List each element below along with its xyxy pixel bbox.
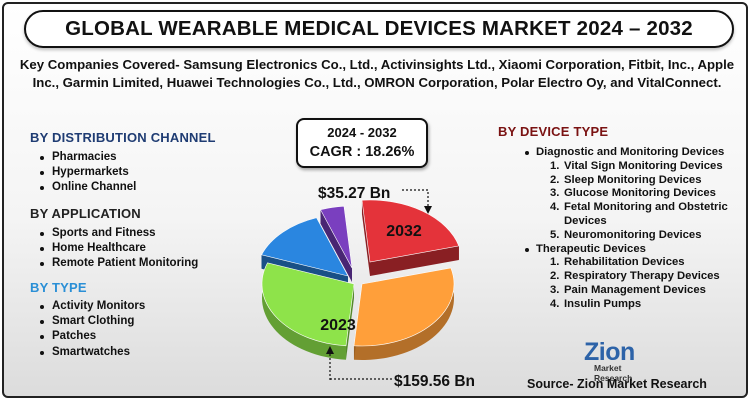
list-item: Smartwatches — [36, 345, 145, 360]
pie-slice-wall — [320, 209, 352, 282]
bottom-leader-arrow — [326, 346, 334, 354]
device-group-label: Diagnostic and Monitoring Devices — [536, 146, 725, 158]
pie-slice-wall — [370, 245, 459, 276]
device-group: Therapeutic Devices 1. Rehabilitation Dev… — [522, 243, 744, 312]
top-leader-line — [402, 189, 429, 208]
list-item: Home Healthcare — [36, 241, 198, 256]
list-item: Patches — [36, 329, 145, 344]
list-item: 2. Respiratory Therapy Devices — [550, 270, 720, 283]
value-label-bottom: $159.56 Bn — [394, 373, 475, 390]
list-item: 4. Insulin Pumps — [550, 297, 642, 310]
device-group: Diagnostic and Monitoring Devices 1. Vita… — [522, 146, 744, 243]
list-item: 1. Vital Sign Monitoring Devices — [550, 159, 723, 172]
slice-label-2032: 2032 — [386, 223, 422, 240]
device-group-label: Therapeutic Devices — [536, 242, 646, 255]
device-type-heading: BY DEVICE TYPE — [498, 124, 609, 139]
logo-name: Zion — [584, 338, 635, 366]
list-item: Sports and Fitness — [36, 226, 198, 241]
pie-slice-side — [353, 267, 454, 360]
zion-logo: Zion Market Research — [584, 338, 660, 384]
cagr-box: 2024 - 2032 CAGR : 18.26% — [296, 118, 428, 168]
list-item: 1. Rehabilitation Devices — [550, 256, 685, 269]
device-sublist: 1. Vital Sign Monitoring Devices 2. Sleep … — [536, 160, 744, 243]
pie-slices — [261, 199, 460, 360]
top-leader-arrow — [424, 206, 432, 214]
pie-slice-wall — [361, 200, 370, 276]
pie-slice — [320, 205, 353, 269]
distribution-heading: BY DISTRIBUTION CHANNEL — [30, 130, 216, 145]
list-item: Online Channel — [36, 180, 136, 195]
companies-text: Key Companies Covered- Samsung Electroni… — [19, 57, 735, 90]
slice-label-2023: 2023 — [320, 317, 356, 334]
page-title: GLOBAL WEARABLE MEDICAL DEVICES MARKET 2… — [24, 10, 734, 48]
list-item: Remote Patient Monitoring — [36, 256, 198, 271]
list-item: 5. Neuromonitoring Devices — [550, 228, 702, 241]
device-sublist: 1. Rehabilitation Devices 2. Respiratory T… — [536, 256, 744, 311]
application-heading: BY APPLICATION — [30, 206, 141, 221]
list-item: Hypermarkets — [36, 165, 136, 180]
page-title-text: GLOBAL WEARABLE MEDICAL DEVICES MARKET 2… — [65, 17, 693, 40]
source-text: Source- Zion Market Research — [527, 377, 707, 391]
pie-slice — [261, 262, 355, 347]
pie-chart: 2032 2023 — [261, 189, 460, 380]
type-heading: BY TYPE — [30, 280, 87, 295]
pie-slice — [361, 199, 460, 263]
cagr-period: 2024 - 2032 — [327, 125, 397, 140]
pie-slice — [353, 267, 455, 347]
list-item: Pharmacies — [36, 150, 136, 165]
logo-sub: Market Research — [594, 363, 633, 383]
list-item: 4. Fetal Monitoring and Obstetric Devices — [550, 201, 728, 227]
device-type-list: Diagnostic and Monitoring Devices 1. Vita… — [522, 146, 744, 312]
pie-slice — [261, 217, 349, 277]
value-label-top: $35.27 Bn — [318, 185, 391, 202]
pie-slice-side — [262, 262, 346, 360]
list-item: 2. Sleep Monitoring Devices — [550, 173, 702, 186]
type-list: Activity Monitors Smart Clothing Patches… — [36, 299, 145, 360]
distribution-list: Pharmacies Hypermarkets Online Channel — [36, 150, 136, 196]
pie-slice-wall — [345, 284, 354, 360]
list-item: Smart Clothing — [36, 314, 145, 329]
list-item: Activity Monitors — [36, 299, 145, 314]
application-list: Sports and Fitness Home Healthcare Remot… — [36, 226, 198, 272]
list-item: 3. Pain Management Devices — [550, 283, 706, 296]
cagr-value: CAGR : 18.26% — [309, 144, 415, 160]
list-item: 3. Glucose Monitoring Devices — [550, 187, 716, 200]
